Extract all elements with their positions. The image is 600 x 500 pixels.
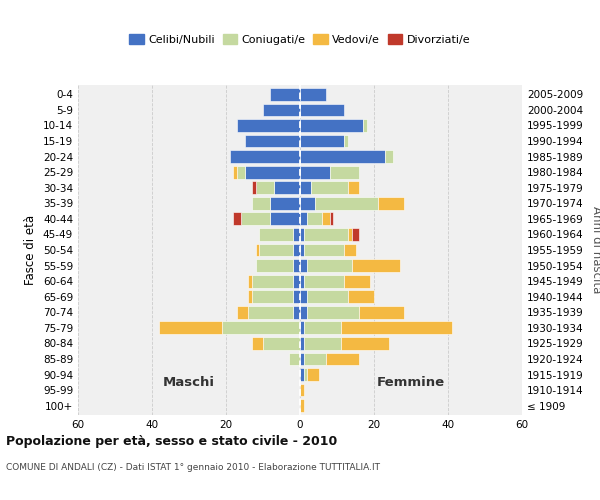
Bar xyxy=(248,290,252,303)
Bar xyxy=(241,212,271,225)
Bar xyxy=(307,290,348,303)
Bar xyxy=(329,212,334,225)
Bar xyxy=(300,259,307,272)
Bar xyxy=(348,290,374,303)
Bar xyxy=(271,212,300,225)
Bar xyxy=(307,368,319,381)
Bar xyxy=(344,244,356,256)
Bar xyxy=(315,197,378,209)
Bar xyxy=(233,212,241,225)
Y-axis label: Fasce di età: Fasce di età xyxy=(25,215,37,285)
Legend: Celibi/Nubili, Coniugati/e, Vedovi/e, Divorziati/e: Celibi/Nubili, Coniugati/e, Vedovi/e, Di… xyxy=(126,31,474,48)
Bar xyxy=(300,182,311,194)
Bar xyxy=(293,290,300,303)
Bar xyxy=(237,119,300,132)
Bar xyxy=(326,352,359,366)
Bar xyxy=(300,197,315,209)
Bar xyxy=(293,274,300,287)
Bar xyxy=(300,322,304,334)
Bar xyxy=(300,228,304,241)
Bar xyxy=(293,259,300,272)
Bar xyxy=(304,368,307,381)
Text: Popolazione per età, sesso e stato civile - 2010: Popolazione per età, sesso e stato civil… xyxy=(6,435,337,448)
Bar xyxy=(252,274,293,287)
Bar xyxy=(363,119,367,132)
Bar xyxy=(304,352,326,366)
Bar xyxy=(341,337,389,350)
Bar xyxy=(311,182,348,194)
Bar xyxy=(300,104,344,117)
Bar xyxy=(293,306,300,318)
Bar xyxy=(344,274,370,287)
Bar xyxy=(304,274,344,287)
Bar xyxy=(256,182,274,194)
Bar xyxy=(352,228,359,241)
Bar xyxy=(300,244,304,256)
Bar xyxy=(289,352,300,366)
Bar xyxy=(256,259,293,272)
Bar xyxy=(300,337,304,350)
Bar xyxy=(378,197,404,209)
Bar xyxy=(304,337,341,350)
Bar xyxy=(300,119,363,132)
Bar xyxy=(248,274,252,287)
Bar xyxy=(300,306,307,318)
Bar xyxy=(233,166,237,178)
Bar xyxy=(348,182,359,194)
Bar xyxy=(304,322,341,334)
Bar xyxy=(223,322,300,334)
Bar xyxy=(300,150,385,163)
Bar xyxy=(341,322,452,334)
Bar xyxy=(252,182,256,194)
Bar xyxy=(293,244,300,256)
Bar xyxy=(300,352,304,366)
Bar xyxy=(237,166,245,178)
Bar xyxy=(307,259,352,272)
Bar xyxy=(300,274,304,287)
Bar xyxy=(252,290,293,303)
Bar xyxy=(160,322,223,334)
Bar xyxy=(237,306,248,318)
Bar xyxy=(230,150,300,163)
Text: Maschi: Maschi xyxy=(163,376,215,390)
Bar xyxy=(259,244,293,256)
Bar xyxy=(300,88,326,101)
Bar xyxy=(252,337,263,350)
Bar xyxy=(245,166,300,178)
Bar xyxy=(259,228,293,241)
Bar xyxy=(263,337,300,350)
Bar xyxy=(307,306,359,318)
Bar xyxy=(271,88,300,101)
Bar xyxy=(300,290,307,303)
Bar xyxy=(300,400,304,412)
Bar xyxy=(248,306,293,318)
Text: COMUNE DI ANDALI (CZ) - Dati ISTAT 1° gennaio 2010 - Elaborazione TUTTITALIA.IT: COMUNE DI ANDALI (CZ) - Dati ISTAT 1° ge… xyxy=(6,462,380,471)
Bar xyxy=(300,212,307,225)
Bar xyxy=(300,368,304,381)
Bar xyxy=(385,150,392,163)
Bar xyxy=(293,228,300,241)
Bar xyxy=(329,166,359,178)
Text: Femmine: Femmine xyxy=(377,376,445,390)
Bar xyxy=(304,244,344,256)
Bar xyxy=(359,306,404,318)
Bar xyxy=(300,134,344,147)
Bar xyxy=(304,228,348,241)
Bar xyxy=(348,228,352,241)
Bar xyxy=(300,166,329,178)
Bar xyxy=(322,212,329,225)
Y-axis label: Anni di nascita: Anni di nascita xyxy=(590,206,600,294)
Bar xyxy=(300,384,304,396)
Bar xyxy=(307,212,322,225)
Bar xyxy=(245,134,300,147)
Bar xyxy=(274,182,300,194)
Bar xyxy=(263,104,300,117)
Bar xyxy=(271,197,300,209)
Bar xyxy=(344,134,348,147)
Bar xyxy=(256,244,259,256)
Bar xyxy=(352,259,400,272)
Bar xyxy=(252,197,271,209)
